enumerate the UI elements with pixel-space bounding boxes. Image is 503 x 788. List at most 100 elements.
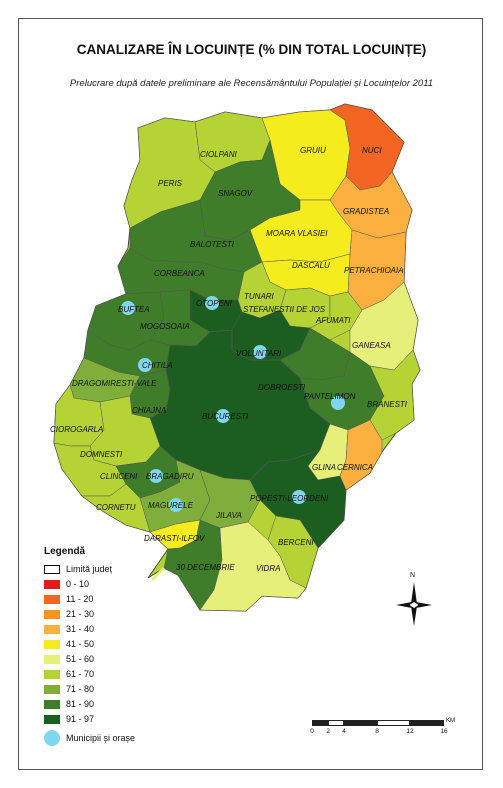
city-marker-voluntari bbox=[253, 345, 267, 359]
city-marker-bragadiru bbox=[149, 469, 163, 483]
label-magurele: MAGURELE bbox=[148, 501, 194, 510]
scale-bar: 0 2 4 8 12 16 KM bbox=[310, 718, 455, 744]
label-popesti: POPESTI-LEORDENI bbox=[250, 494, 329, 503]
scale-seg-5 bbox=[410, 720, 444, 726]
city-marker-pantelimon bbox=[331, 396, 345, 410]
label-bragadiru: BRAGADIRU bbox=[146, 472, 194, 481]
region-afumati bbox=[309, 291, 363, 341]
label-stefanestii: STEFANESTII DE JOS bbox=[243, 305, 326, 314]
legend-cities: Municipii și orașe bbox=[44, 730, 135, 746]
label-voluntari: VOLUNTARI bbox=[236, 349, 282, 358]
scale-tick-2: 4 bbox=[342, 728, 346, 735]
legend-swatch-5 bbox=[44, 654, 60, 664]
legend-item-4: 41 - 50 bbox=[44, 638, 94, 650]
label-afumati: AFUMATI bbox=[315, 316, 351, 325]
label-chitila: CHITILA bbox=[142, 361, 173, 370]
scale-seg-3 bbox=[344, 720, 377, 726]
city-markers bbox=[121, 296, 345, 512]
label-gruiu: GRUIU bbox=[300, 146, 326, 155]
legend-limit: Limită județ bbox=[44, 563, 112, 575]
legend-item-0: 0 - 10 bbox=[44, 578, 89, 590]
legend-label-3: 31 - 40 bbox=[66, 624, 95, 634]
label-balotesti: BALOTESTI bbox=[190, 240, 235, 249]
label-domnesti: DOMNESTI bbox=[80, 450, 123, 459]
city-marker-buftea bbox=[121, 301, 135, 315]
label-moara-vlasiei: MOARA VLASIEI bbox=[266, 229, 328, 238]
region-vidra bbox=[199, 521, 307, 612]
label-branesti: BRANESTI bbox=[367, 400, 408, 409]
label-petrachioaia: PETRACHIOAIA bbox=[344, 266, 404, 275]
legend-label-8: 81 - 90 bbox=[66, 699, 95, 709]
label-jilava: JILAVA bbox=[215, 511, 242, 520]
legend-label-6: 61 - 70 bbox=[66, 669, 95, 679]
label-ganeasa: GANEASA bbox=[352, 341, 391, 350]
legend-swatch-2 bbox=[44, 609, 60, 619]
label-mogosoaia: MOGOSOAIA bbox=[140, 322, 190, 331]
label-corbeanca: CORBEANCA bbox=[154, 269, 205, 278]
scale-seg-2 bbox=[328, 720, 344, 726]
label-clinceni: CLINCENI bbox=[100, 472, 138, 481]
label-dascalu: DASCALU bbox=[292, 261, 330, 270]
scale-tick-1: 2 bbox=[326, 728, 330, 735]
label-berceni: BERCENI bbox=[278, 538, 314, 547]
north-label: N bbox=[410, 572, 416, 579]
map-subtitle: Prelucrare după datele preliminare ale R… bbox=[69, 78, 434, 89]
scale-tick-0: 0 bbox=[310, 728, 314, 735]
label-buftea: BUFTEA bbox=[118, 305, 150, 314]
label-ciolpani: CIOLPANI bbox=[200, 150, 238, 159]
legend-swatch-3 bbox=[44, 624, 60, 634]
city-marker-magurele bbox=[169, 498, 183, 512]
scale-bar-segments bbox=[312, 720, 444, 726]
city-marker-bucuresti bbox=[216, 409, 230, 423]
legend-swatch-8 bbox=[44, 699, 60, 709]
scale-tick-5: 16 bbox=[440, 728, 448, 735]
scale-seg-4 bbox=[377, 720, 410, 726]
legend-item-5: 51 - 60 bbox=[44, 653, 94, 665]
legend-item-6: 61 - 70 bbox=[44, 668, 94, 680]
scale-tick-3: 8 bbox=[375, 728, 379, 735]
label-nuci: NUCI bbox=[362, 146, 382, 155]
legend-label-7: 71 - 80 bbox=[66, 684, 95, 694]
region-cernica bbox=[339, 419, 383, 491]
legend-cities-label: Municipii și orașe bbox=[66, 733, 136, 743]
legend-item-1: 11 - 20 bbox=[44, 593, 93, 605]
city-marker-otopeni bbox=[205, 296, 219, 310]
label-pantelimon: PANTELIMON bbox=[304, 392, 356, 401]
legend-limit-label: Limită județ bbox=[66, 564, 113, 574]
north-arrow: N bbox=[394, 572, 434, 632]
map-title: CANALIZARE ÎN LOCUINȚE (% DIN TOTAL LOCU… bbox=[76, 42, 427, 57]
legend-label-2: 21 - 30 bbox=[66, 609, 95, 619]
label-darasti: DARASTI-ILFOV bbox=[144, 534, 205, 543]
label-bucuresti: BUCURESTI bbox=[202, 412, 249, 421]
label-glina: GLINA bbox=[312, 463, 336, 472]
scale-seg-1 bbox=[312, 720, 328, 726]
legend-item-3: 31 - 40 bbox=[44, 623, 94, 635]
legend-swatch-1 bbox=[44, 594, 60, 604]
label-peris: PERIS bbox=[158, 179, 183, 188]
compass-rose-icon bbox=[396, 582, 432, 626]
label-30-decembrie: 30 DECEMBRIE bbox=[176, 563, 235, 572]
legend-swatch-4 bbox=[44, 639, 60, 649]
legend-label-5: 51 - 60 bbox=[66, 654, 95, 664]
label-vidra: VIDRA bbox=[256, 564, 280, 573]
label-dobroesti: DOBROESTI bbox=[258, 383, 306, 392]
scale-tick-4: 12 bbox=[406, 728, 414, 735]
legend-item-7: 71 - 80 bbox=[44, 683, 94, 695]
region-branesti bbox=[369, 349, 421, 441]
scale-unit: KM bbox=[446, 718, 455, 724]
label-snagov: SNAGOV bbox=[218, 189, 253, 198]
label-otopeni: OTOPENI bbox=[196, 299, 233, 308]
label-cernica: CERNICA bbox=[337, 463, 373, 472]
label-cornetu: CORNETU bbox=[96, 503, 136, 512]
legend-swatch-6 bbox=[44, 669, 60, 679]
legend-swatch-7 bbox=[44, 684, 60, 694]
legend-limit-swatch bbox=[44, 564, 60, 574]
legend-title: Legendă bbox=[44, 546, 86, 557]
legend-item-2: 21 - 30 bbox=[44, 608, 94, 620]
label-chiajna: CHIAJNA bbox=[132, 406, 166, 415]
county-tail bbox=[150, 566, 166, 582]
city-marker-popesti bbox=[292, 490, 306, 504]
label-ciorogarla: CIOROGARLA bbox=[50, 425, 103, 434]
legend-label-9: 91 - 97 bbox=[66, 714, 95, 724]
